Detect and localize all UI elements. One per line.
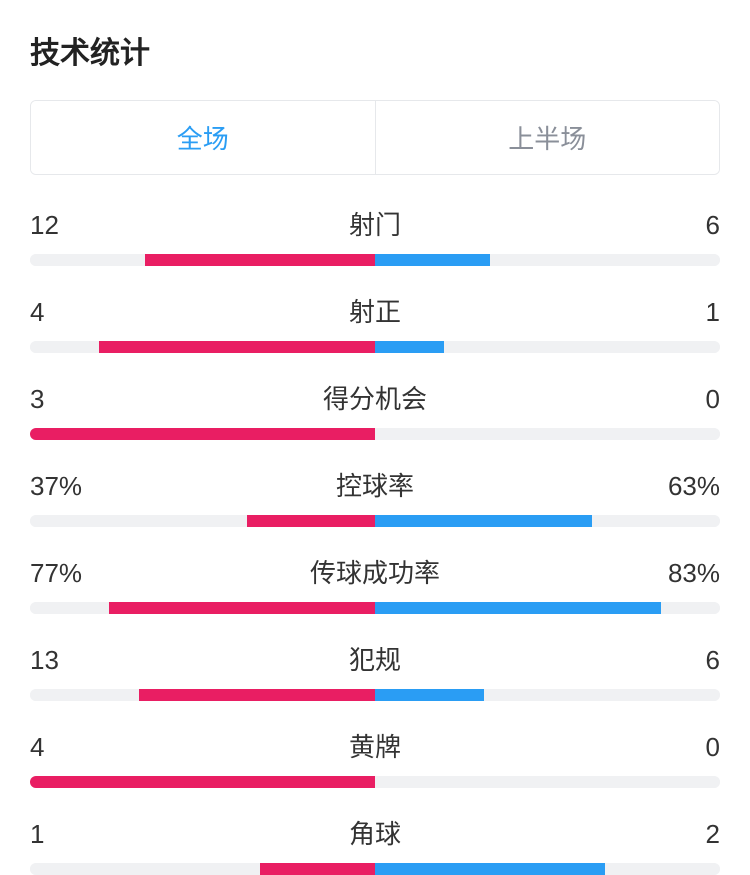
stat-bar-left-track	[30, 428, 375, 440]
stat-right-value: 2	[650, 819, 720, 850]
stat-left-value: 4	[30, 732, 100, 763]
stat-row: 77%传球成功率83%	[30, 553, 720, 614]
stat-bar-right-fill	[375, 689, 484, 701]
stat-right-value: 6	[650, 645, 720, 676]
stat-bar-right-track	[375, 776, 720, 788]
stat-row: 12射门6	[30, 205, 720, 266]
stat-left-value: 12	[30, 210, 100, 241]
stat-labels: 3得分机会0	[30, 379, 720, 416]
stat-bar-right-fill	[375, 863, 605, 875]
stat-bar-right-track	[375, 863, 720, 875]
stat-right-value: 0	[650, 732, 720, 763]
stat-name: 黄牌	[100, 727, 650, 764]
stat-name: 控球率	[100, 466, 650, 503]
stat-labels: 12射门6	[30, 205, 720, 242]
stat-name: 射门	[100, 205, 650, 242]
stat-row: 1角球2	[30, 814, 720, 875]
stat-bar-left-fill	[30, 776, 375, 788]
stat-bar-left-track	[30, 254, 375, 266]
stat-labels: 13犯规6	[30, 640, 720, 677]
stat-bar	[30, 515, 720, 527]
stat-right-value: 63%	[650, 471, 720, 502]
stat-bar-right-track	[375, 254, 720, 266]
stat-name: 犯规	[100, 640, 650, 677]
stat-right-value: 1	[650, 297, 720, 328]
stat-name: 得分机会	[100, 379, 650, 416]
stat-row: 3得分机会0	[30, 379, 720, 440]
stat-left-value: 13	[30, 645, 100, 676]
stat-bar-right-track	[375, 428, 720, 440]
stat-bar-left-fill	[99, 341, 375, 353]
stat-bar-left-track	[30, 515, 375, 527]
stat-bar-left-track	[30, 689, 375, 701]
time-tabs: 全场 上半场	[30, 100, 720, 175]
stat-row: 4射正1	[30, 292, 720, 353]
stat-left-value: 3	[30, 384, 100, 415]
stat-bar-right-track	[375, 689, 720, 701]
stat-bar-left-fill	[109, 602, 375, 614]
stat-labels: 1角球2	[30, 814, 720, 851]
stat-bar	[30, 341, 720, 353]
stat-bar-left-fill	[145, 254, 375, 266]
stat-right-value: 6	[650, 210, 720, 241]
stat-left-value: 1	[30, 819, 100, 850]
stat-labels: 4黄牌0	[30, 727, 720, 764]
stat-labels: 4射正1	[30, 292, 720, 329]
stat-bar-left-track	[30, 341, 375, 353]
stat-bar-right-fill	[375, 602, 661, 614]
stat-bar-right-track	[375, 341, 720, 353]
stat-bar-left-fill	[139, 689, 375, 701]
stat-right-value: 0	[650, 384, 720, 415]
panel-title: 技术统计	[30, 28, 720, 72]
stat-bar-right-track	[375, 602, 720, 614]
stat-name: 角球	[100, 814, 650, 851]
stat-bar-left-fill	[247, 515, 375, 527]
stat-bar	[30, 689, 720, 701]
stat-bar-left-fill	[260, 863, 375, 875]
stat-row: 13犯规6	[30, 640, 720, 701]
stat-bar-left-fill	[30, 428, 375, 440]
stat-bar-right-fill	[375, 515, 592, 527]
tab-full-match[interactable]: 全场	[31, 101, 375, 174]
stat-row: 4黄牌0	[30, 727, 720, 788]
stat-left-value: 37%	[30, 471, 100, 502]
stat-bar-left-track	[30, 863, 375, 875]
stat-right-value: 83%	[650, 558, 720, 589]
stat-bar	[30, 602, 720, 614]
stat-name: 传球成功率	[100, 553, 650, 590]
stat-bar-right-track	[375, 515, 720, 527]
stat-left-value: 4	[30, 297, 100, 328]
stat-name: 射正	[100, 292, 650, 329]
stat-bar	[30, 776, 720, 788]
stat-bar-left-track	[30, 776, 375, 788]
stat-labels: 37%控球率63%	[30, 466, 720, 503]
stat-bar	[30, 428, 720, 440]
stat-bar	[30, 863, 720, 875]
stat-labels: 77%传球成功率83%	[30, 553, 720, 590]
tab-first-half[interactable]: 上半场	[375, 101, 720, 174]
stats-panel: 技术统计 全场 上半场 12射门64射正13得分机会037%控球率63%77%传…	[0, 0, 750, 875]
stat-bar-left-track	[30, 602, 375, 614]
stat-row: 37%控球率63%	[30, 466, 720, 527]
stat-bar-right-fill	[375, 341, 444, 353]
stat-bar-right-fill	[375, 254, 490, 266]
stat-left-value: 77%	[30, 558, 100, 589]
stat-bar	[30, 254, 720, 266]
stats-list: 12射门64射正13得分机会037%控球率63%77%传球成功率83%13犯规6…	[30, 205, 720, 875]
